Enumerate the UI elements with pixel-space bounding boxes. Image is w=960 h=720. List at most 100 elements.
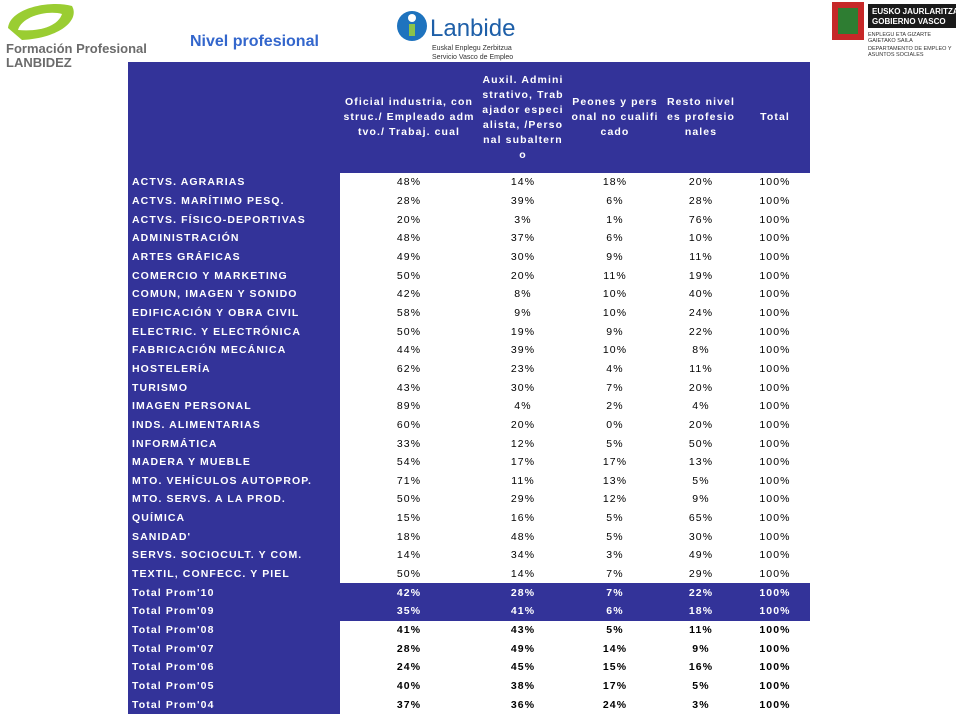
table-cell: 6% [606, 232, 624, 245]
table-cell: 100% [759, 698, 791, 711]
summary-row: Total Prom'08 41% 43% 5% 11% 100% [128, 620, 810, 640]
table-cell: 20% [688, 418, 714, 431]
row-label: IMAGEN PERSONAL [128, 396, 340, 416]
table-cell: 60% [396, 418, 422, 431]
header-cell: Total [740, 62, 810, 173]
table-cell: 5% [606, 624, 624, 637]
table-cell: 30% [688, 530, 714, 543]
row-label: SANIDAD' [128, 527, 340, 547]
left-logo: Formación Profesional LANBIDEZ [6, 4, 147, 70]
table-cell: 9% [606, 325, 624, 338]
table-cell: 100% [759, 624, 791, 637]
table-cell: 10% [602, 344, 628, 357]
table-row: IMAGEN PERSONAL 89% 4% 2% 4% 100% [128, 396, 810, 416]
table-cell: 100% [759, 381, 791, 394]
table-cell: 7% [606, 568, 624, 581]
table-cell: 100% [759, 642, 791, 655]
row-label: Total Prom'06 [128, 658, 340, 677]
logo-text: GOBIERNO VASCO [872, 17, 946, 26]
summary-row: Total Prom'05 40% 38% 17% 5% 100% [128, 676, 810, 696]
table-cell: 5% [606, 530, 624, 543]
table-cell: 100% [759, 232, 791, 245]
table-cell: 14% [510, 568, 536, 581]
table-cell: 17% [602, 456, 628, 469]
table-cell: 17% [602, 680, 628, 693]
table-cell: 42% [340, 583, 478, 603]
logo-text: DEPARTAMENTO DE EMPLEO Y ASUNTOS SOCIALE… [868, 46, 952, 58]
logo-text: EUSKO JAURLARITZA [872, 7, 958, 16]
table-cell: 10% [602, 306, 628, 319]
table-cell: 100% [759, 456, 791, 469]
row-label: Total Prom'08 [128, 620, 340, 640]
table-cell: 14% [510, 176, 536, 189]
table-row: COMERCIO Y MARKETING 50% 20% 11% 19% 100% [128, 266, 810, 285]
table-cell: 15% [396, 512, 422, 525]
table-cell: 100% [759, 269, 791, 282]
table-row: MTO. VEHÍCULOS AUTOPROP. 71% 11% 13% 5% 100% [128, 471, 810, 491]
table-body: ACTVS. AGRARIAS 48% 14% 18% 20% 100% ACTVS. MA… [128, 173, 810, 715]
table-cell: 5% [692, 680, 710, 693]
table-cell: 100% [759, 512, 791, 525]
row-label: Total Prom'05 [128, 676, 340, 696]
table-cell: 100% [759, 493, 791, 506]
row-label: MADERA Y MUEBLE [128, 452, 340, 472]
table-cell: 100% [759, 250, 791, 263]
table-cell: 50% [396, 493, 422, 506]
table-cell: 37% [396, 698, 422, 711]
table-cell: 100% [759, 474, 791, 487]
logo-text: Formación Profesional [6, 41, 147, 56]
table-cell: 28% [688, 194, 714, 207]
table-cell: 8% [692, 344, 710, 357]
summary-row: Total Prom'06 24% 45% 15% 16% 100% [128, 658, 810, 677]
table-cell: 9% [606, 250, 624, 263]
table-cell: 76% [688, 213, 714, 226]
table-row: ADMINISTRACIÓN 48% 37% 6% 10% 100% [128, 228, 810, 248]
table-cell: 100% [759, 680, 791, 693]
table-cell: 49% [688, 549, 714, 562]
logo-text: Euskal Enplegu Zerbitzua [432, 45, 512, 52]
row-label: EDIFICACIÓN Y OBRA CIVIL [128, 303, 340, 323]
logo-shape [18, 12, 62, 31]
header-cell [128, 62, 340, 173]
table-cell: 3% [606, 549, 624, 562]
table-cell: 9% [692, 493, 710, 506]
table-cell: 89% [396, 400, 422, 413]
table-cell: 100% [759, 437, 791, 450]
logo-band [868, 4, 956, 28]
table-row: SANIDAD' 18% 48% 5% 30% 100% [128, 527, 810, 547]
summary-row: Total Prom'10 42% 28% 7% 22% 100% [128, 583, 810, 603]
table-cell: 16% [510, 512, 536, 525]
logo-shape [408, 14, 416, 22]
table-cell: 5% [692, 474, 710, 487]
row-label: ADMINISTRACIÓN [128, 228, 340, 248]
table-cell: 8% [514, 288, 532, 301]
table-cell: 100% [759, 213, 791, 226]
table-cell: 41% [396, 624, 422, 637]
table-cell: 24% [602, 698, 628, 711]
table-cell: 50% [688, 437, 714, 450]
table-cell: 49% [510, 642, 536, 655]
row-label: ACTVS. MARÍTIMO PESQ. [128, 191, 340, 211]
table-row: FABRICACIÓN MECÁNICA 44% 39% 10% 8% 100% [128, 340, 810, 360]
table-row: MTO. SERVS. A LA PROD. 50% 29% 12% 9% 100% [128, 490, 810, 509]
table-row: TURISMO 43% 30% 7% 20% 100% [128, 378, 810, 397]
data-table: Oficial industria, construc./ Empleado a… [128, 62, 810, 715]
table-cell: 58% [396, 306, 422, 319]
table-cell: 62% [396, 362, 422, 375]
table-cell: 7% [568, 583, 662, 603]
table-cell: 15% [602, 661, 628, 674]
table-row: HOSTELERÍA 62% 23% 4% 11% 100% [128, 359, 810, 379]
table-cell: 48% [510, 530, 536, 543]
summary-row: Total Prom'07 28% 49% 14% 9% 100% [128, 639, 810, 659]
logo-shield [838, 8, 858, 34]
table-cell: 38% [510, 680, 536, 693]
table-row: ELECTRIC. Y ELECTRÓNICA 50% 19% 9% 22% 100% [128, 322, 810, 341]
table-cell: 54% [396, 456, 422, 469]
table-cell: 43% [510, 624, 536, 637]
table-cell: 19% [510, 325, 536, 338]
table-cell: 9% [514, 306, 532, 319]
table-cell: 4% [606, 362, 624, 375]
table-row: TEXTIL, CONFECC. Y PIEL 50% 14% 7% 29% 100% [128, 564, 810, 584]
table-cell: 39% [510, 344, 536, 357]
summary-row: Total Prom'09 35% 41% 6% 18% 100% [128, 602, 810, 621]
